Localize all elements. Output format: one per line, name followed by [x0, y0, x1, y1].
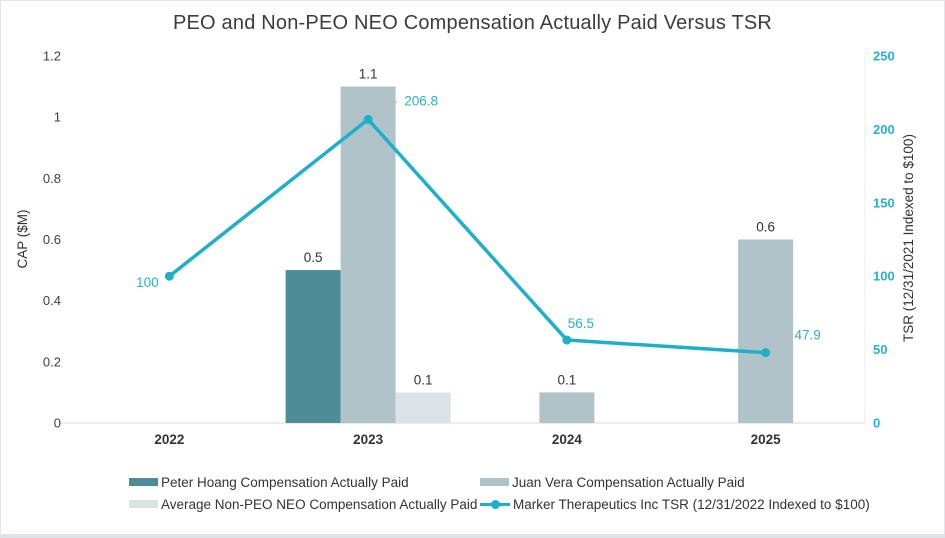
tsr-point [761, 348, 771, 358]
tsr-value-label: 206.8 [404, 93, 438, 108]
legend-item-average-non-peo-neo: Average Non-PEO NEO Compensation Actuall… [129, 496, 477, 512]
x-category-label: 2023 [353, 432, 384, 447]
y-left-tick-label: 0.2 [43, 354, 61, 369]
y-right-axis-title: TSR (12/31/2021 Indexed to $100) [901, 134, 916, 342]
legend-tsr-dot-icon [491, 499, 500, 509]
legend-swatch-juan-vera [480, 478, 509, 486]
legend-label-average-non-peo-neo: Average Non-PEO NEO Compensation Actuall… [161, 496, 478, 512]
tsr-point [562, 335, 572, 345]
legend-item-juan-vera: Juan Vera Compensation Actually Paid [480, 474, 745, 490]
bar-value-label: 1.1 [359, 67, 378, 82]
y-left-tick-label: 0.6 [43, 232, 61, 247]
y-right-tick-label: 50 [873, 342, 887, 357]
legend-marker-tsr-line [480, 499, 510, 509]
chart-title: PEO and Non-PEO NEO Compensation Actuall… [172, 12, 773, 34]
tsr-value-label: 47.9 [794, 328, 820, 343]
bar-juan-vera [738, 239, 794, 423]
bar-value-label: 0.1 [557, 372, 576, 387]
legend-item-peter-hoang: Peter Hoang Compensation Actually Paid [129, 474, 409, 490]
x-category-label: 2024 [552, 432, 583, 447]
tsr-value-label: 56.5 [568, 316, 594, 331]
legend-label-tsr: Marker Therapeutics Inc TSR (12/31/2022 … [513, 496, 870, 512]
bar-value-label: 0.5 [304, 250, 323, 265]
y-right-tick-label: 100 [873, 269, 895, 284]
legend-swatch-peter-hoang [129, 478, 158, 486]
tsr-line [168, 117, 766, 355]
y-right-tick-label: 0 [873, 416, 880, 431]
y-right-tick-label: 150 [873, 195, 895, 210]
y-right-tick-label: 200 [873, 122, 895, 137]
bar-value-label: 0.6 [756, 220, 775, 235]
bar-juan-vera [340, 86, 396, 423]
bar-juan-vera [539, 392, 595, 423]
bar-value-label: 0.1 [414, 372, 433, 387]
x-category-label: 2025 [751, 432, 782, 447]
legend-label-peter-hoang: Peter Hoang Compensation Actually Paid [161, 474, 409, 490]
y-left-tick-label: 0.8 [43, 171, 61, 186]
tsr-value-label: 100 [136, 275, 159, 290]
bar-peter-hoang [285, 270, 341, 423]
y-left-tick-label: 0.4 [43, 293, 61, 308]
y-left-axis-title: CAP ($M) [15, 209, 30, 268]
tsr-label-leader-line [767, 336, 790, 349]
legend-label-juan-vera: Juan Vera Compensation Actually Paid [512, 474, 745, 490]
tsr-point [164, 271, 174, 281]
y-left-tick-label: 0 [54, 416, 61, 431]
y-left-tick-label: 1 [54, 110, 61, 125]
legend-item-tsr: Marker Therapeutics Inc TSR (12/31/2022 … [480, 496, 870, 512]
tsr-point [363, 114, 373, 124]
x-category-label: 2022 [154, 432, 184, 447]
y-right-tick-label: 250 [873, 49, 895, 64]
legend-swatch-average-non-peo-neo [129, 500, 158, 508]
y-left-tick-label: 1.2 [43, 49, 61, 64]
tsr-label-leader-line [370, 101, 398, 115]
bar-average-non-peo-neo [395, 392, 451, 423]
